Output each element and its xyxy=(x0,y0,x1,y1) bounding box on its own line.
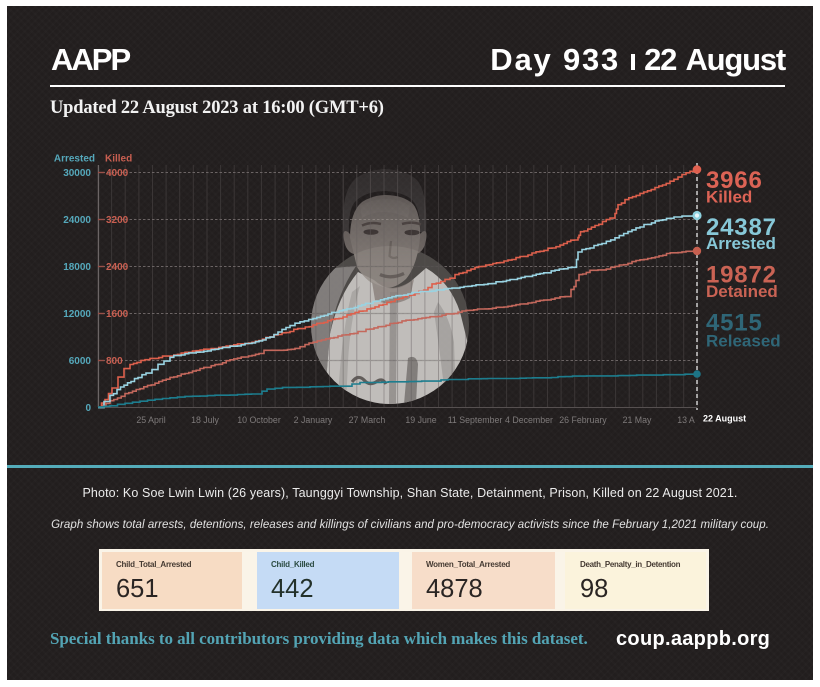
svg-text:6000: 6000 xyxy=(69,356,92,367)
svg-text:1600: 1600 xyxy=(106,309,129,320)
svg-text:12000: 12000 xyxy=(63,309,91,320)
svg-text:Released: Released xyxy=(706,332,781,351)
svg-text:21 May: 21 May xyxy=(623,415,652,425)
svg-text:22 August: 22 August xyxy=(703,414,746,424)
svg-text:30000: 30000 xyxy=(63,168,91,179)
svg-text:10 October: 10 October xyxy=(237,415,281,425)
svg-text:Arrested: Arrested xyxy=(706,234,776,253)
svg-text:4 December: 4 December xyxy=(505,415,553,425)
svg-text:26 February: 26 February xyxy=(559,415,607,425)
svg-text:Killed: Killed xyxy=(105,154,132,165)
svg-text:4000: 4000 xyxy=(106,168,129,179)
svg-text:2400: 2400 xyxy=(106,262,129,273)
svg-text:800: 800 xyxy=(106,356,123,367)
svg-text:3966: 3966 xyxy=(706,167,763,194)
svg-text:18000: 18000 xyxy=(63,262,91,273)
svg-text:18 July: 18 July xyxy=(191,415,219,425)
svg-text:19 June: 19 June xyxy=(405,415,436,425)
svg-text:Detained: Detained xyxy=(706,282,778,301)
svg-text:13 A: 13 A xyxy=(677,415,695,425)
svg-text:3200: 3200 xyxy=(106,215,129,226)
svg-text:24387: 24387 xyxy=(706,214,777,241)
svg-text:25 April: 25 April xyxy=(136,415,165,425)
svg-text:11 September: 11 September xyxy=(448,415,503,425)
svg-text:27 March: 27 March xyxy=(349,415,386,425)
svg-text:Arrested: Arrested xyxy=(54,154,95,165)
svg-text:4515: 4515 xyxy=(706,310,763,337)
svg-text:19872: 19872 xyxy=(706,262,777,289)
svg-text:Killed: Killed xyxy=(706,188,752,207)
svg-text:2 January: 2 January xyxy=(294,415,333,425)
svg-text:0: 0 xyxy=(85,403,91,414)
svg-text:24000: 24000 xyxy=(63,215,91,226)
